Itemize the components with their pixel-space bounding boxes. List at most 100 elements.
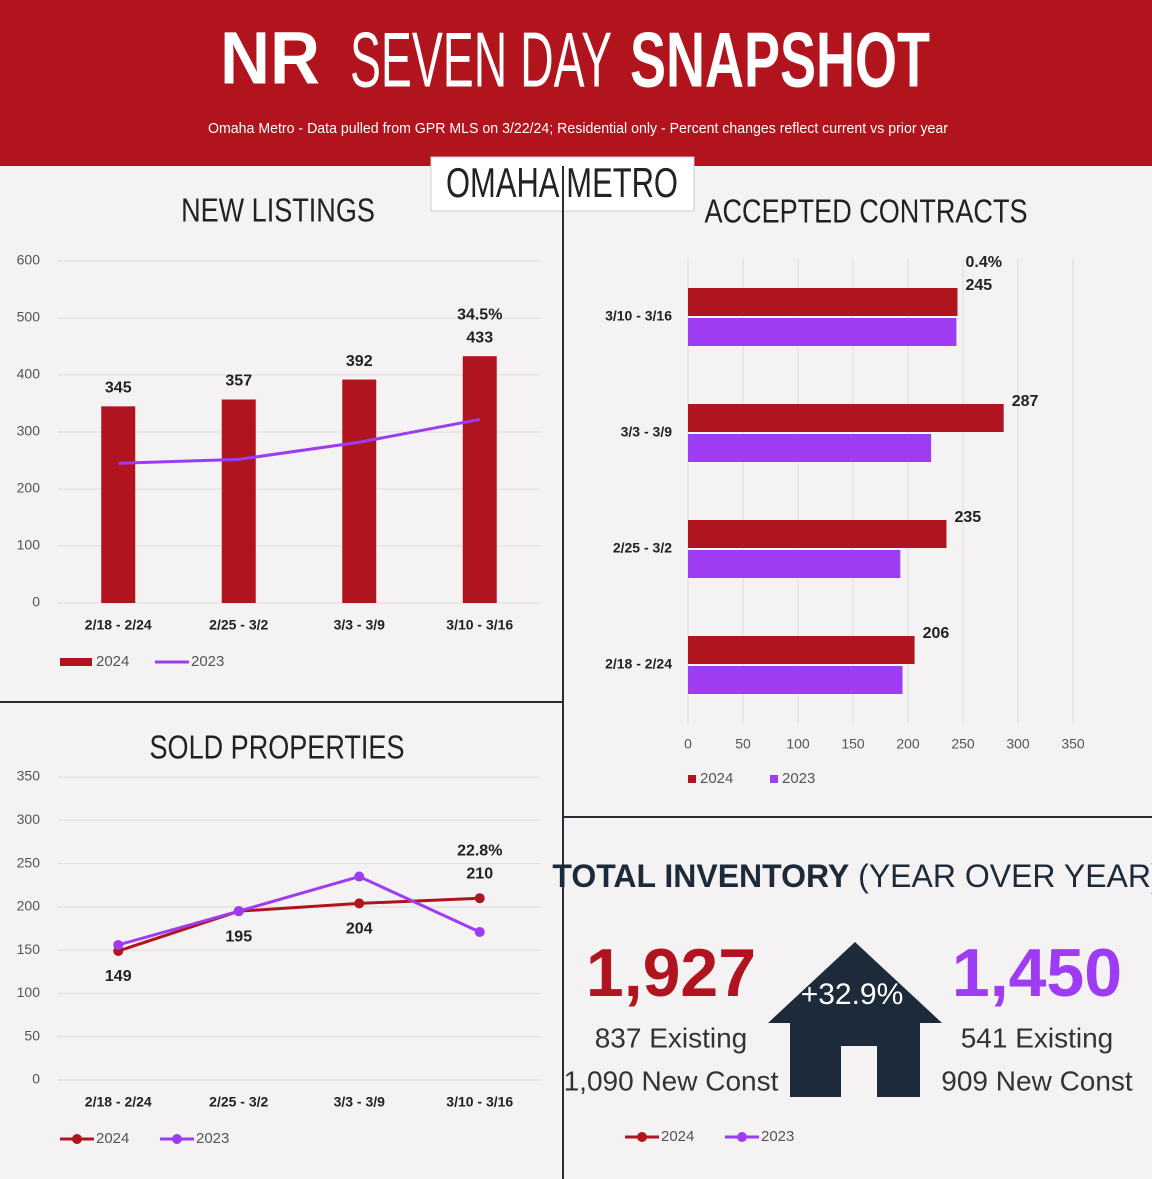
point <box>233 906 244 917</box>
bar <box>688 520 947 548</box>
label: 50 <box>735 736 751 752</box>
legend-dot <box>172 1134 182 1144</box>
label: 287 <box>1012 393 1039 410</box>
label: 2023 <box>191 653 224 670</box>
label: 200 <box>17 480 41 496</box>
label: 100 <box>786 736 810 752</box>
logo: NR <box>220 17 320 100</box>
chart-title: SOLD PROPERTIES <box>150 730 405 766</box>
inventory-panel: TOTAL INVENTORY (YEAR OVER YEAR) +32.9% <box>552 858 1152 1097</box>
label: 0 <box>684 736 692 752</box>
label: 2024 <box>700 770 733 787</box>
label: 300 <box>17 811 41 827</box>
bar <box>688 288 958 316</box>
subtitle: Omaha Metro - Data pulled from GPR MLS o… <box>208 120 948 137</box>
line <box>117 896 480 953</box>
label: 392 <box>346 353 373 370</box>
inventory-existing: 837 Existing <box>595 1022 748 1053</box>
point <box>354 871 365 882</box>
label: 3/3 - 3/9 <box>334 1094 386 1110</box>
label: 500 <box>17 309 41 325</box>
bar <box>688 636 915 664</box>
point <box>474 926 485 937</box>
label: 350 <box>1061 736 1085 752</box>
label: 2/18 - 2/24 <box>85 617 152 633</box>
label: 200 <box>17 898 41 914</box>
label: 100 <box>17 537 41 553</box>
bar <box>462 356 497 603</box>
bar <box>688 404 1004 432</box>
label: 0 <box>32 1071 40 1087</box>
label: 2023 <box>782 770 815 787</box>
label: 195 <box>225 928 252 945</box>
point <box>474 893 485 904</box>
inventory-change: +32.9% <box>801 978 904 1011</box>
inventory-new: 1,090 New Const <box>564 1065 779 1096</box>
inventory-title: TOTAL INVENTORY (YEAR OVER YEAR) <box>552 858 1152 894</box>
header-band <box>0 0 1152 166</box>
label: 3/3 - 3/9 <box>334 617 386 633</box>
legend-label: 2024 <box>661 1128 694 1145</box>
label: 0.4% <box>966 254 1002 271</box>
label: 200 <box>896 736 920 752</box>
label: 22.8% <box>457 842 502 859</box>
label: 2024 <box>96 1130 129 1147</box>
chart-title: NEW LISTINGS <box>181 193 375 229</box>
bar <box>688 550 901 578</box>
label: 50 <box>24 1027 40 1043</box>
label: 206 <box>923 625 950 642</box>
label: 3/3 - 3/9 <box>621 424 673 440</box>
label: 3/10 - 3/16 <box>446 617 513 633</box>
label: 400 <box>17 366 41 382</box>
label: 2023 <box>196 1130 229 1147</box>
label: 2/18 - 2/24 <box>85 1094 152 1110</box>
inventory-existing: 541 Existing <box>961 1022 1114 1053</box>
label: 150 <box>841 736 865 752</box>
label: 2/25 - 3/2 <box>209 617 268 633</box>
bar <box>688 666 903 694</box>
label: 245 <box>966 277 993 294</box>
inventory-total: 1,450 <box>952 935 1122 1011</box>
house-body <box>790 1023 920 1097</box>
bar <box>688 434 932 462</box>
legend-label: 2023 <box>761 1128 794 1145</box>
title-light: SEVEN DAY <box>350 16 612 104</box>
inventory-title-bold: TOTAL INVENTORY <box>552 858 849 894</box>
label: 357 <box>225 373 252 390</box>
inventory-new: 909 New Const <box>941 1065 1133 1096</box>
label: 235 <box>955 509 982 526</box>
label: 250 <box>951 736 975 752</box>
label: 149 <box>105 968 132 985</box>
legend-dot <box>72 1134 82 1144</box>
line <box>118 417 481 465</box>
label: 204 <box>346 921 373 938</box>
label: 3/10 - 3/16 <box>605 308 672 324</box>
line <box>117 874 481 947</box>
point <box>354 898 365 909</box>
label: 34.5% <box>457 306 502 323</box>
legend-swatch <box>688 775 696 783</box>
label: 300 <box>17 423 41 439</box>
title-bold: SNAPSHOT <box>630 16 930 104</box>
inventory-total: 1,927 <box>586 935 756 1011</box>
label: 2024 <box>96 653 129 670</box>
label: 100 <box>17 984 41 1000</box>
label: 0 <box>32 594 40 610</box>
point <box>113 939 124 950</box>
label: 150 <box>17 941 41 957</box>
label: 2/18 - 2/24 <box>605 656 672 672</box>
inventory-title-light: (YEAR OVER YEAR) <box>858 858 1152 894</box>
label: 600 <box>17 252 41 268</box>
label: 3/10 - 3/16 <box>446 1094 513 1110</box>
legend-swatch <box>770 775 778 783</box>
label: 2/25 - 3/2 <box>613 540 672 556</box>
chart-title: ACCEPTED CONTRACTS <box>704 194 1027 230</box>
label: 345 <box>105 380 132 397</box>
label: 433 <box>466 329 493 346</box>
label: 300 <box>1006 736 1030 752</box>
label: 350 <box>17 768 41 784</box>
bar <box>342 379 377 603</box>
legend-dot <box>737 1132 747 1142</box>
